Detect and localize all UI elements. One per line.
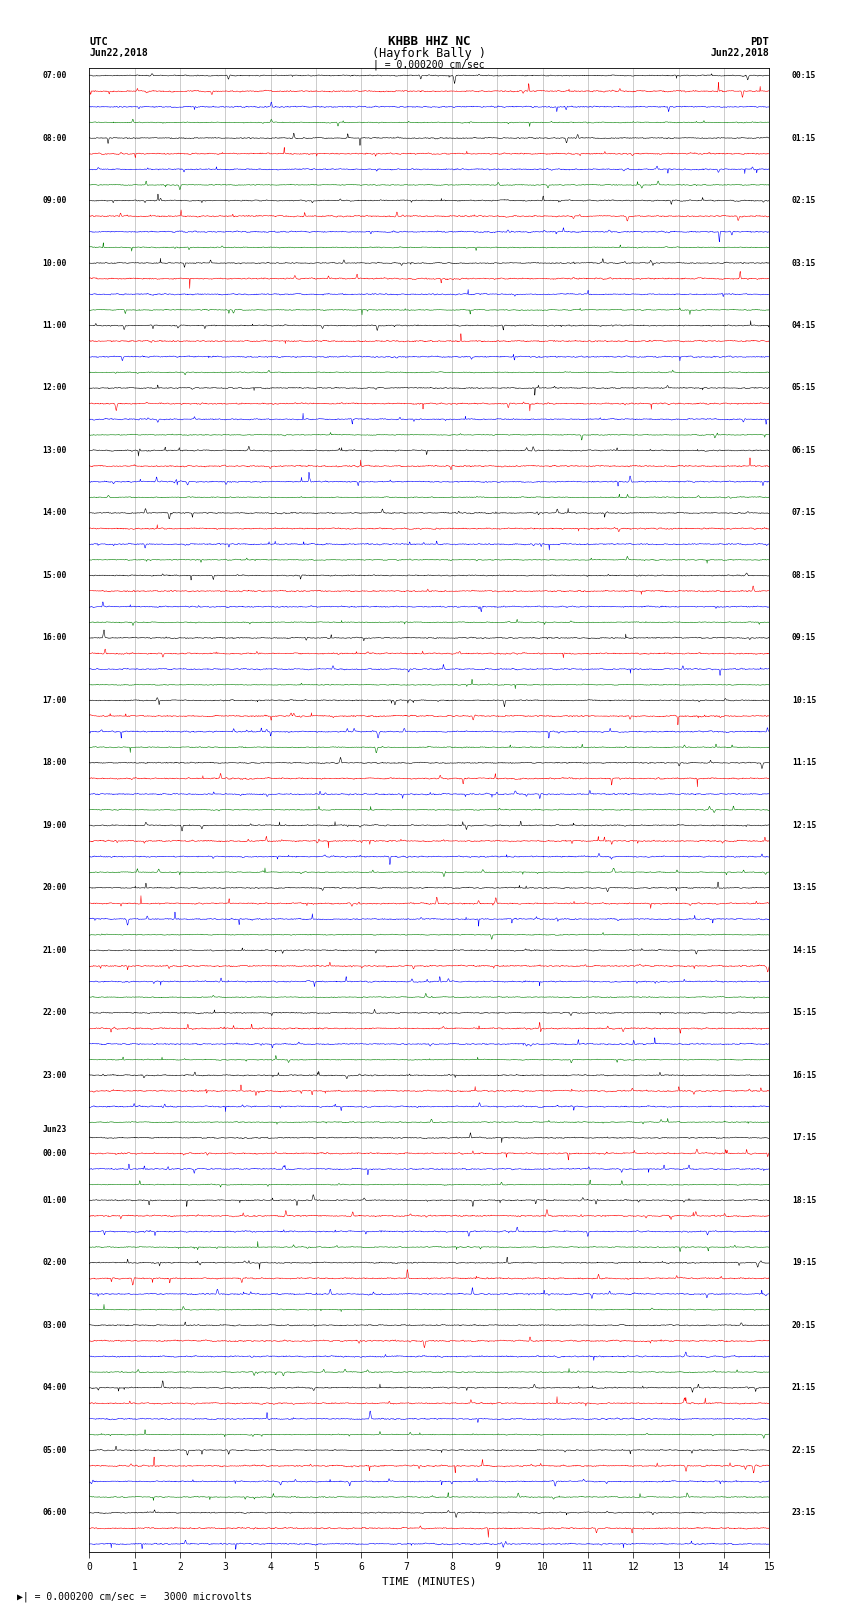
Text: 14:15: 14:15 xyxy=(792,945,816,955)
Text: ▶| = 0.000200 cm/sec =   3000 microvolts: ▶| = 0.000200 cm/sec = 3000 microvolts xyxy=(17,1592,252,1602)
Text: 19:00: 19:00 xyxy=(42,821,66,829)
Text: 13:15: 13:15 xyxy=(792,884,816,892)
Text: 09:00: 09:00 xyxy=(42,197,66,205)
Text: 13:00: 13:00 xyxy=(42,445,66,455)
Text: 15:15: 15:15 xyxy=(792,1008,816,1018)
Text: (Hayfork Bally ): (Hayfork Bally ) xyxy=(372,47,486,60)
Text: 16:00: 16:00 xyxy=(42,634,66,642)
Text: 14:00: 14:00 xyxy=(42,508,66,518)
Text: 00:00: 00:00 xyxy=(42,1148,66,1158)
Text: 22:00: 22:00 xyxy=(42,1008,66,1018)
Text: 20:00: 20:00 xyxy=(42,884,66,892)
Text: 02:15: 02:15 xyxy=(792,197,816,205)
Text: 16:15: 16:15 xyxy=(792,1071,816,1079)
Text: 02:00: 02:00 xyxy=(42,1258,66,1268)
Text: KHBB HHZ NC: KHBB HHZ NC xyxy=(388,35,471,48)
Text: 17:15: 17:15 xyxy=(792,1134,816,1142)
Text: 06:00: 06:00 xyxy=(42,1508,66,1518)
Text: | = 0.000200 cm/sec: | = 0.000200 cm/sec xyxy=(373,60,485,69)
Text: 03:00: 03:00 xyxy=(42,1321,66,1329)
Text: 23:15: 23:15 xyxy=(792,1508,816,1518)
Text: 12:00: 12:00 xyxy=(42,384,66,392)
Text: 22:15: 22:15 xyxy=(792,1445,816,1455)
Text: 07:00: 07:00 xyxy=(42,71,66,81)
Text: Jun22,2018: Jun22,2018 xyxy=(711,48,769,58)
Text: 00:15: 00:15 xyxy=(792,71,816,81)
Text: 18:00: 18:00 xyxy=(42,758,66,768)
Text: 06:15: 06:15 xyxy=(792,445,816,455)
Text: 11:15: 11:15 xyxy=(792,758,816,768)
Text: 01:15: 01:15 xyxy=(792,134,816,142)
Text: 20:15: 20:15 xyxy=(792,1321,816,1329)
Text: PDT: PDT xyxy=(751,37,769,47)
Text: 10:15: 10:15 xyxy=(792,695,816,705)
Text: 15:00: 15:00 xyxy=(42,571,66,581)
Text: UTC: UTC xyxy=(89,37,108,47)
Text: 09:15: 09:15 xyxy=(792,634,816,642)
Text: 01:00: 01:00 xyxy=(42,1195,66,1205)
Text: 07:15: 07:15 xyxy=(792,508,816,518)
Text: 04:00: 04:00 xyxy=(42,1384,66,1392)
Text: 17:00: 17:00 xyxy=(42,695,66,705)
Text: 19:15: 19:15 xyxy=(792,1258,816,1268)
Text: 05:15: 05:15 xyxy=(792,384,816,392)
Text: 03:15: 03:15 xyxy=(792,258,816,268)
Text: 08:00: 08:00 xyxy=(42,134,66,142)
Text: 21:15: 21:15 xyxy=(792,1384,816,1392)
Text: Jun22,2018: Jun22,2018 xyxy=(89,48,148,58)
X-axis label: TIME (MINUTES): TIME (MINUTES) xyxy=(382,1576,477,1586)
Text: 11:00: 11:00 xyxy=(42,321,66,331)
Text: 18:15: 18:15 xyxy=(792,1195,816,1205)
Text: 08:15: 08:15 xyxy=(792,571,816,581)
Text: Jun23: Jun23 xyxy=(42,1124,66,1134)
Text: 12:15: 12:15 xyxy=(792,821,816,829)
Text: 04:15: 04:15 xyxy=(792,321,816,331)
Text: 05:00: 05:00 xyxy=(42,1445,66,1455)
Text: 23:00: 23:00 xyxy=(42,1071,66,1079)
Text: 21:00: 21:00 xyxy=(42,945,66,955)
Text: 10:00: 10:00 xyxy=(42,258,66,268)
